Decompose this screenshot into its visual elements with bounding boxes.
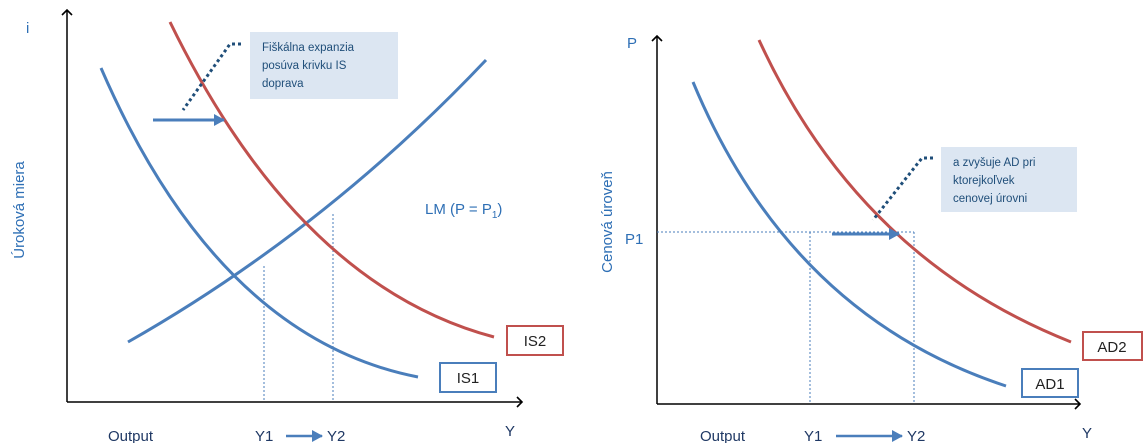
right-tick-y2: Y2 bbox=[907, 428, 925, 443]
right-tick-y1: Y1 bbox=[804, 428, 822, 443]
fiscal-note-line-3: doprava bbox=[262, 78, 304, 90]
left-y-axis-symbol: i bbox=[26, 20, 29, 37]
ad-note-line-1: a zvyšuje AD pri bbox=[953, 157, 1035, 169]
ad-note-line-2: ktorejkoľvek bbox=[953, 175, 1015, 187]
right-panel: a zvyšuje AD pri ktorejkoľvek cenovej úr… bbox=[599, 34, 1143, 443]
is2-label: IS2 bbox=[524, 333, 547, 350]
lm-label: LM (P = P1) bbox=[425, 201, 502, 221]
ad1-label: AD1 bbox=[1035, 376, 1064, 393]
lm-curve bbox=[127, 58, 488, 344]
left-panel: Fiškálna expanzia posúva krivku IS dopra… bbox=[11, 8, 564, 443]
ad-note-box bbox=[941, 147, 1077, 212]
ad1-label-box bbox=[1021, 368, 1079, 398]
ad-note-leader bbox=[871, 156, 933, 221]
left-tick-y2: Y2 bbox=[327, 428, 345, 443]
right-x-axis-symbol: Y bbox=[1082, 425, 1092, 442]
ad1-curve bbox=[691, 81, 1007, 388]
ad2-label: AD2 bbox=[1097, 339, 1126, 356]
ad-note-line-3: cenovej úrovni bbox=[953, 193, 1027, 205]
lm-label-sub: 1 bbox=[492, 210, 498, 221]
right-y-axis-title: Cenová úroveň bbox=[599, 171, 616, 273]
ad2-label-box bbox=[1082, 331, 1143, 361]
right-tick-p1: P1 bbox=[625, 231, 643, 248]
fiscal-note-box bbox=[250, 32, 398, 99]
is1-label: IS1 bbox=[457, 370, 480, 387]
fiscal-note-line-1: Fiškálna expanzia bbox=[262, 42, 355, 54]
fiscal-note-line-2: posúva krivku IS bbox=[262, 60, 347, 72]
left-x-axis-symbol: Y bbox=[505, 423, 515, 440]
left-y-axis-title: Úroková miera bbox=[11, 161, 28, 259]
lm-label-end: ) bbox=[497, 201, 502, 218]
ad2-curve bbox=[757, 39, 1072, 344]
left-tick-y1: Y1 bbox=[255, 428, 273, 443]
is1-curve bbox=[99, 67, 419, 379]
right-x-axis-title: Output bbox=[700, 428, 746, 443]
left-x-axis-title: Output bbox=[108, 428, 154, 443]
is2-label-box bbox=[506, 325, 564, 356]
lm-label-main: LM (P = P bbox=[425, 201, 492, 218]
is2-curve bbox=[168, 21, 495, 339]
right-y-axis-symbol: P bbox=[627, 35, 637, 52]
is1-label-box bbox=[439, 362, 497, 393]
